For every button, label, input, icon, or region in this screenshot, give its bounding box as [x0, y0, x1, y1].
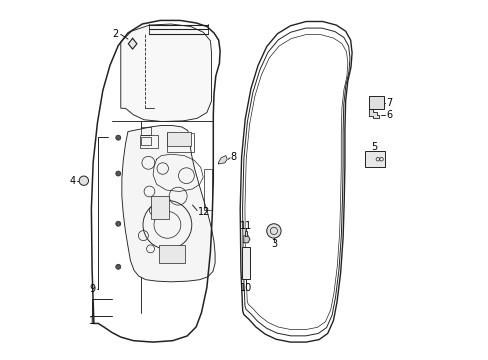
Text: 11: 11 — [240, 221, 252, 231]
Text: 12: 12 — [198, 207, 210, 217]
Circle shape — [116, 221, 121, 226]
Circle shape — [79, 176, 88, 185]
Polygon shape — [244, 231, 247, 235]
FancyBboxPatch shape — [242, 247, 250, 279]
Polygon shape — [121, 24, 211, 122]
Text: 6: 6 — [386, 110, 391, 120]
Circle shape — [266, 224, 281, 238]
Polygon shape — [128, 39, 137, 49]
Text: 5: 5 — [370, 142, 377, 152]
Text: 2: 2 — [112, 30, 118, 39]
Polygon shape — [218, 156, 227, 164]
FancyBboxPatch shape — [167, 132, 190, 146]
Polygon shape — [122, 126, 215, 282]
Text: 3: 3 — [270, 239, 276, 249]
Text: 8: 8 — [230, 152, 237, 162]
Circle shape — [116, 171, 121, 176]
Text: 7: 7 — [386, 98, 391, 108]
Text: 4: 4 — [70, 176, 76, 186]
FancyBboxPatch shape — [159, 244, 184, 263]
Text: 9: 9 — [89, 284, 95, 294]
Circle shape — [116, 264, 121, 269]
Text: 1: 1 — [89, 316, 95, 325]
FancyBboxPatch shape — [151, 196, 169, 220]
Text: 10: 10 — [240, 283, 252, 293]
FancyBboxPatch shape — [368, 96, 384, 109]
Circle shape — [116, 135, 121, 140]
Polygon shape — [244, 235, 249, 243]
Polygon shape — [368, 109, 378, 118]
FancyBboxPatch shape — [364, 151, 384, 167]
